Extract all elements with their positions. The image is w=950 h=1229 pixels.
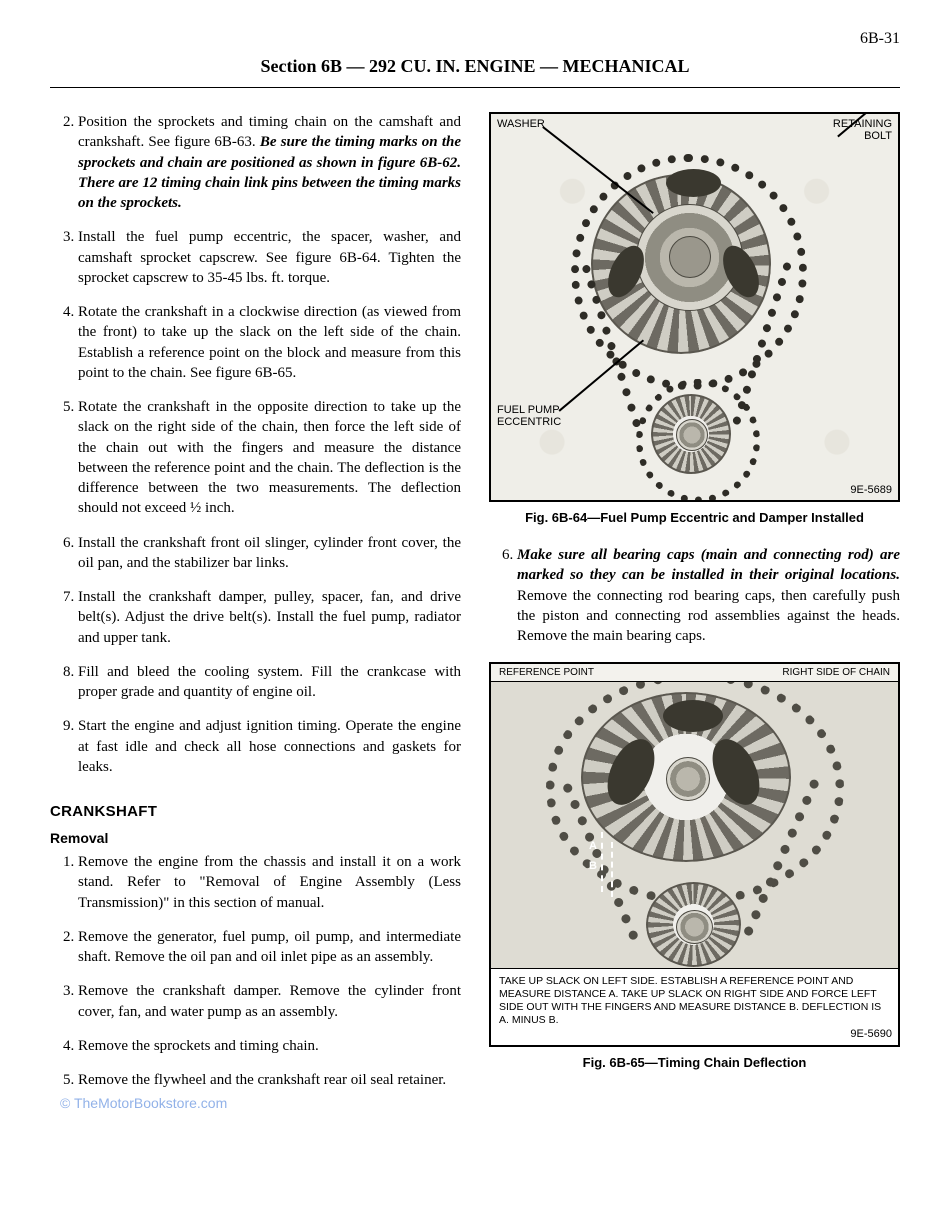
- install-step-2: Position the sprockets and timing chain …: [78, 112, 461, 213]
- label-b: B: [589, 860, 597, 872]
- figure-65-caption: Fig. 6B-65—Timing Chain Deflection: [489, 1055, 900, 1070]
- step-text: Fill and bleed the cooling system. Fill …: [78, 664, 461, 700]
- two-column-layout: Position the sprockets and timing chain …: [50, 112, 900, 1129]
- step-text: Remove the sprockets and timing chain.: [78, 1038, 319, 1054]
- removal-step-4: Remove the sprockets and timing chain.: [78, 1036, 461, 1056]
- figure-id: 9E-5690: [850, 1028, 892, 1042]
- install-step-5: Rotate the crankshaft in the opposite di…: [78, 397, 461, 519]
- install-step-8: Fill and bleed the cooling system. Fill …: [78, 662, 461, 703]
- step-text: Remove the engine from the chassis and i…: [78, 854, 461, 911]
- fig65-note: TAKE UP SLACK ON LEFT SIDE. ESTABLISH A …: [491, 968, 898, 1046]
- step-text: Install the crankshaft damper, pulley, s…: [78, 589, 461, 646]
- ref-line-b-icon: [611, 842, 613, 897]
- install-step-6: Install the crankshaft front oil slinger…: [78, 533, 461, 574]
- right-column: WASHER RETAINING BOLT FUEL PUMP ECCENTRI…: [489, 112, 900, 1070]
- step-text: Rotate the crankshaft in the opposite di…: [78, 399, 461, 516]
- watermark-text: © TheMotorBookstore.com: [60, 1094, 461, 1113]
- fig65-ref-point-label: REFERENCE POINT: [499, 667, 594, 678]
- fig65-note-text: TAKE UP SLACK ON LEFT SIDE. ESTABLISH A …: [499, 975, 881, 1026]
- sprocket-slot-icon: [666, 169, 721, 197]
- step-text: Install the crankshaft front oil slinger…: [78, 535, 461, 571]
- crank-hub-photo-icon: [676, 910, 713, 944]
- cam-hub-icon: [666, 757, 710, 801]
- header-rule: [50, 87, 900, 88]
- right-step-6: Make sure all bearing caps (main and con…: [517, 545, 900, 646]
- step-text: Remove the crankshaft damper. Remove the…: [78, 983, 461, 1019]
- callout-fuel-pump-eccentric: FUEL PUMP ECCENTRIC: [497, 404, 561, 428]
- removal-step-5: Remove the flywheel and the crankshaft r…: [78, 1070, 461, 1113]
- right-steps-list: Make sure all bearing caps (main and con…: [489, 545, 900, 646]
- left-column: Position the sprockets and timing chain …: [50, 112, 461, 1129]
- step-text: Install the fuel pump eccentric, the spa…: [78, 229, 461, 286]
- label-a: A: [589, 840, 597, 852]
- install-step-9: Start the engine and adjust ignition tim…: [78, 716, 461, 777]
- step-text: Rotate the crankshaft in a clockwise dir…: [78, 304, 461, 381]
- install-step-3: Install the fuel pump eccentric, the spa…: [78, 227, 461, 288]
- callout-retaining-bolt: RETAINING BOLT: [833, 118, 892, 142]
- fig65-right-side-label: RIGHT SIDE OF CHAIN: [782, 667, 890, 678]
- step-emph: Make sure all bearing caps (main and con…: [517, 547, 900, 583]
- step-text: Remove the flywheel and the crankshaft r…: [78, 1072, 446, 1088]
- page: 6B-31 Section 6B — 292 CU. IN. ENGINE — …: [0, 0, 950, 1169]
- step-text: Remove the connecting rod bearing caps, …: [517, 588, 900, 645]
- retaining-bolt-icon: [669, 236, 711, 278]
- page-number: 6B-31: [50, 30, 900, 48]
- removal-step-3: Remove the crankshaft damper. Remove the…: [78, 981, 461, 1022]
- install-steps-list: Position the sprockets and timing chain …: [50, 112, 461, 777]
- install-step-4: Rotate the crankshaft in a clockwise dir…: [78, 302, 461, 383]
- step-text: Start the engine and adjust ignition tim…: [78, 718, 461, 775]
- crankshaft-heading: CRANKSHAFT: [50, 803, 461, 820]
- step-text: Remove the generator, fuel pump, oil pum…: [78, 929, 461, 965]
- removal-heading: Removal: [50, 830, 461, 846]
- section-header: Section 6B — 292 CU. IN. ENGINE — MECHAN…: [50, 56, 900, 83]
- figure-64-caption: Fig. 6B-64—Fuel Pump Eccentric and Dampe…: [489, 510, 900, 525]
- fig65-top-bar: REFERENCE POINT RIGHT SIDE OF CHAIN: [491, 664, 898, 682]
- figure-6b-64: WASHER RETAINING BOLT FUEL PUMP ECCENTRI…: [489, 112, 900, 502]
- callout-washer: WASHER: [497, 118, 545, 130]
- removal-step-2: Remove the generator, fuel pump, oil pum…: [78, 927, 461, 968]
- crank-hub-icon: [676, 419, 708, 451]
- fig65-stage: A B: [491, 682, 898, 973]
- removal-step-1: Remove the engine from the chassis and i…: [78, 852, 461, 913]
- figure-6b-65: REFERENCE POINT RIGHT SIDE OF CHAIN: [489, 662, 900, 1047]
- ref-line-a-icon: [601, 832, 603, 892]
- figure-id: 9E-5689: [850, 484, 892, 496]
- removal-steps-list: Remove the engine from the chassis and i…: [50, 852, 461, 1113]
- install-step-7: Install the crankshaft damper, pulley, s…: [78, 587, 461, 648]
